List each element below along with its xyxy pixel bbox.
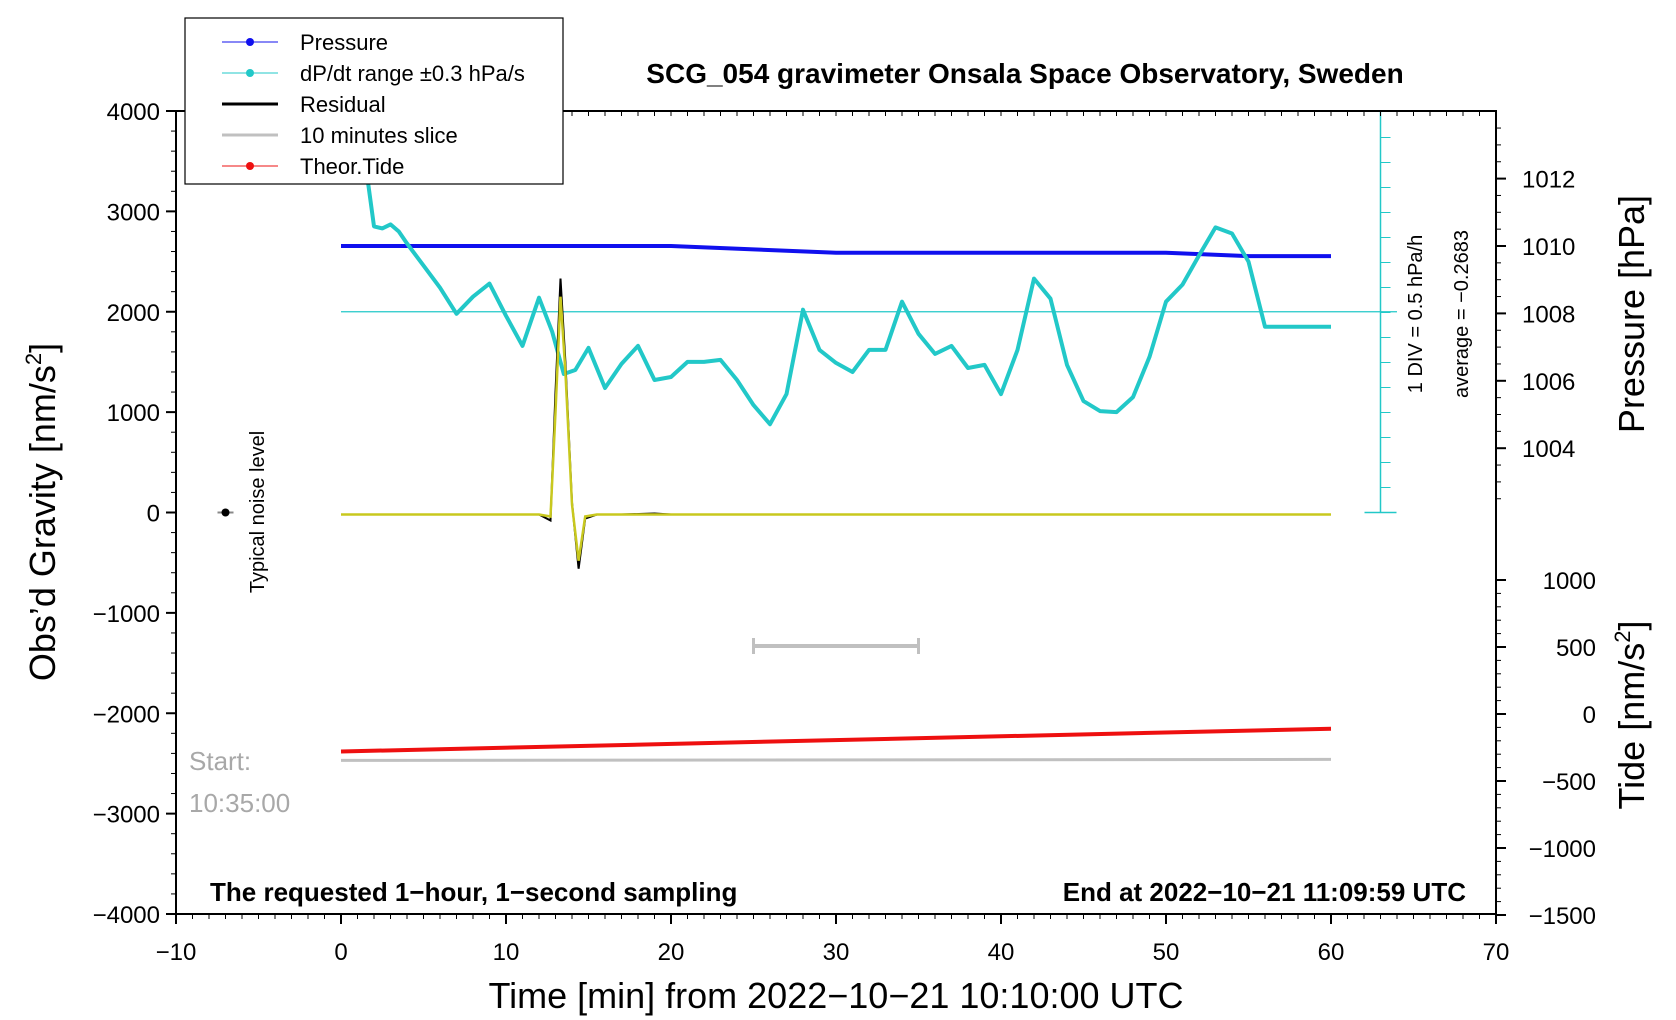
gravity-label-sup: 2: [21, 353, 46, 365]
pressure-series-line: [341, 244, 1331, 259]
plot-layer: [217, 111, 1397, 762]
pressure-tick-label: 1006: [1522, 369, 1575, 396]
gravity-tick-label: 1000: [107, 400, 160, 427]
x-tick-label: 10: [493, 939, 520, 966]
noise-level-label: Typical noise level: [247, 431, 269, 593]
gravity-tick-label: −1000: [93, 601, 160, 628]
y-axis-label-gravity: Obs’d Gravity [nm/s2]: [21, 343, 63, 681]
legend-box: [184, 17, 564, 185]
tide-tick-label: −500: [1542, 769, 1596, 796]
tide-series-line: [340, 726, 1332, 754]
legend-marker: [246, 38, 254, 46]
start-time: 10:35:00: [189, 788, 290, 818]
pressure-tick-label: 1004: [1522, 436, 1575, 463]
x-tick-label: 50: [1153, 939, 1180, 966]
legend-label: Theor.Tide: [300, 154, 404, 179]
x-tick-label: −10: [156, 939, 197, 966]
legend-label: Residual: [300, 92, 386, 117]
gravity-tick-label: −3000: [93, 802, 160, 829]
gravity-tick-label: 0: [147, 501, 160, 528]
sampling-note: The requested 1−hour, 1−second sampling: [210, 877, 737, 907]
start-label: Start:: [189, 746, 251, 776]
pressure-tick-label: 1008: [1522, 301, 1575, 328]
legend-marker: [246, 162, 254, 170]
y-axis-label-pressure: Pressure [hPa]: [1611, 195, 1652, 433]
x-tick-label: 60: [1318, 939, 1345, 966]
dpdt-average-label: average = −0.2683: [1451, 230, 1473, 398]
gravity-tick-label: 3000: [107, 199, 160, 226]
legend-label: 10 minutes slice: [300, 123, 458, 148]
tide-tick-label: 1000: [1543, 568, 1596, 595]
tide-tick-label: −1000: [1529, 836, 1596, 863]
chart-title: SCG_054 gravimeter Onsala Space Observat…: [646, 58, 1403, 89]
gravity-tick-label: −4000: [93, 902, 160, 929]
gravity-label-main: Obs’d Gravity [nm/s: [22, 365, 63, 681]
gravity-label-end: ]: [22, 343, 63, 353]
dpdt-div-label: 1 DIV = 0.5 hPa/h: [1405, 235, 1427, 393]
axes-layer: −10 0 10 20 30 40 50 60 70 −4000 −3000 −2000 −1000 0 1…: [93, 99, 1596, 966]
legend: Pressure dP/dt range ±0.3 hPa/s Residual 10…: [184, 17, 564, 185]
x-axis-label: Time [min] from 2022−10−21 10:10:00 UTC: [488, 975, 1183, 1016]
x-tick-label: 70: [1483, 939, 1510, 966]
tide-label-end: ]: [1611, 621, 1652, 631]
x-tick-label: 0: [334, 939, 347, 966]
tide-label-sup: 2: [1610, 631, 1635, 643]
grey-trace-line: [340, 757, 1332, 762]
gravity-tick-label: 2000: [107, 300, 160, 327]
tide-tick-label: 0: [1583, 702, 1596, 729]
pressure-tick-label: 1012: [1522, 167, 1575, 194]
tide-label-main: Tide [nm/s: [1611, 643, 1652, 810]
gravity-tick-label: −2000: [93, 701, 160, 728]
tide-tick-label: 500: [1556, 635, 1596, 662]
gravity-tick-label: 4000: [107, 99, 160, 126]
legend-label: Pressure: [300, 30, 388, 55]
dpdt-series-line: [363, 165, 1331, 427]
legend-label: dP/dt range ±0.3 hPa/s: [300, 61, 525, 86]
end-time-note: End at 2022−10−21 11:09:59 UTC: [1063, 877, 1466, 907]
x-tick-label: 20: [658, 939, 685, 966]
noise-level-dot: [221, 508, 230, 517]
x-tick-label: 40: [988, 939, 1015, 966]
y-axis-label-tide: Tide [nm/s2]: [1610, 621, 1652, 810]
tide-tick-label: −1500: [1529, 903, 1596, 930]
pressure-tick-label: 1010: [1522, 234, 1575, 261]
legend-entries: Pressure dP/dt range ±0.3 hPa/s Residual 10…: [222, 30, 525, 179]
filtered-residual-line: [341, 296, 1331, 561]
legend-marker: [246, 69, 254, 77]
x-tick-label: 30: [823, 939, 850, 966]
